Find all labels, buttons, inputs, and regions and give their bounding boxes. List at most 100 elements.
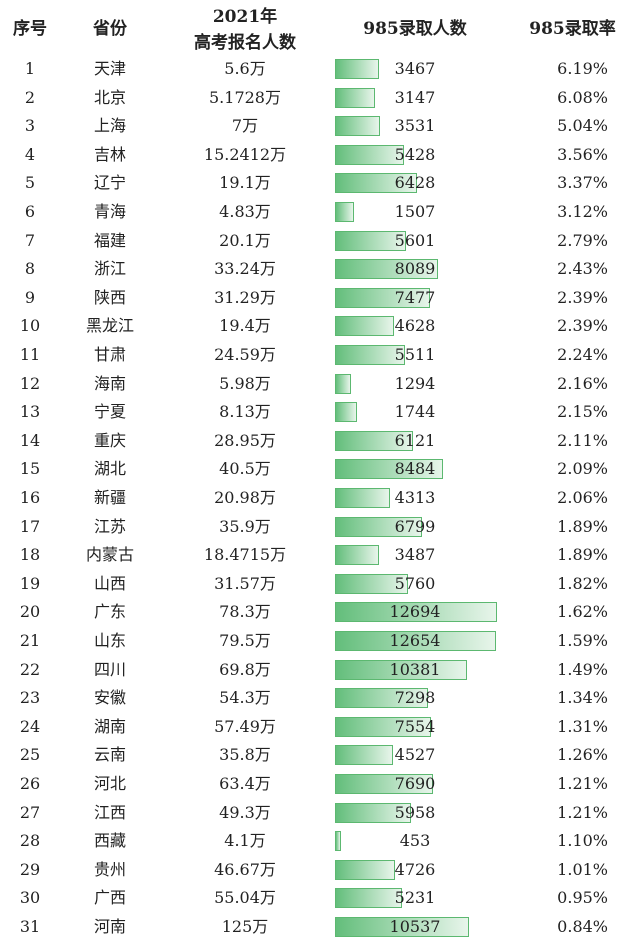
rate: 2.24%: [557, 345, 608, 364]
row-index: 20: [19, 602, 41, 622]
row-index: 30: [19, 888, 41, 908]
data-bar: [335, 116, 381, 137]
row-index: 14: [19, 430, 41, 450]
applicants: 54.3万: [219, 688, 271, 708]
admitted: 1744: [394, 402, 436, 422]
province: 广西: [93, 888, 126, 908]
rate: 1.34%: [557, 688, 608, 708]
applicants: 5.98万: [219, 373, 271, 393]
admitted: 4527: [394, 745, 436, 765]
data-bar: [335, 144, 405, 165]
admitted: 7690: [394, 774, 436, 793]
row-index: 28: [19, 831, 41, 851]
rate: 2.39%: [557, 287, 608, 307]
province: 重庆: [93, 430, 126, 450]
admitted: 6121: [394, 430, 436, 450]
applicants: 55.04万: [214, 888, 276, 908]
province: 江西: [93, 802, 126, 822]
row-index: 12: [19, 373, 41, 393]
rate: 2.43%: [557, 259, 608, 279]
data-bar: [335, 888, 402, 909]
rate: 1.89%: [557, 545, 608, 565]
province: 西藏: [93, 831, 126, 851]
data-bar: [335, 802, 411, 823]
data-bar: [335, 316, 394, 337]
province: 河北: [93, 774, 126, 793]
row-index: 4: [24, 144, 36, 164]
header-year: 2021年: [212, 7, 278, 27]
row-index: 11: [19, 345, 41, 364]
row-index: 24: [19, 716, 41, 736]
applicants: 15.2412万: [203, 144, 287, 164]
province: 湖北: [93, 459, 126, 479]
header-admitted: 985录取人数: [363, 19, 467, 39]
header-province: 省份: [93, 19, 127, 39]
data-bar: [335, 230, 407, 251]
rate: 2.79%: [557, 230, 608, 250]
row-index: 2: [24, 87, 36, 107]
rate: 2.11%: [557, 430, 608, 450]
row-index: 8: [24, 259, 36, 279]
data-bar: [335, 859, 396, 880]
header-index: 序号: [13, 19, 47, 39]
province: 陕西: [93, 287, 126, 307]
data-bar: [335, 287, 431, 308]
rate: 3.56%: [557, 144, 608, 164]
admitted: 6428: [394, 173, 436, 193]
row-index: 3: [24, 116, 36, 136]
province: 甘肃: [93, 345, 126, 364]
header-rate: 985录取率: [529, 19, 616, 39]
applicants: 20.98万: [214, 488, 276, 507]
data-bar: [335, 688, 429, 709]
rate: 2.09%: [557, 459, 608, 479]
row-index: 6: [24, 202, 36, 221]
row-index: 5: [24, 173, 36, 193]
applicants: 35.8万: [219, 745, 271, 765]
admitted: 12654: [389, 631, 441, 650]
row-index: 16: [19, 488, 41, 507]
rate: 2.06%: [557, 488, 608, 507]
admitted: 7477: [394, 287, 436, 307]
data-bar: [335, 430, 414, 451]
province: 宁夏: [93, 402, 126, 422]
row-index: 15: [19, 459, 41, 479]
rate: 1.26%: [557, 745, 608, 765]
province: 福建: [93, 230, 126, 250]
rate: 5.04%: [557, 116, 608, 136]
province: 北京: [93, 87, 126, 107]
row-index: 19: [19, 573, 41, 593]
applicants: 24.59万: [214, 345, 276, 364]
applicants: 19.1万: [219, 173, 271, 193]
admitted: 7554: [394, 716, 436, 736]
province: 贵州: [93, 859, 126, 879]
admitted: 4726: [394, 859, 436, 879]
rate: 0.95%: [557, 888, 608, 908]
row-index: 25: [19, 745, 41, 765]
row-index: 23: [19, 688, 41, 708]
data-bar: [335, 202, 355, 222]
province: 黑龙江: [85, 316, 134, 336]
applicants: 8.13万: [219, 402, 271, 422]
applicants: 35.9万: [219, 516, 271, 536]
province: 海南: [93, 373, 126, 393]
applicants: 69.8万: [219, 659, 271, 679]
data-bar: [335, 373, 352, 394]
data-bar: [335, 573, 409, 594]
row-index: 9: [24, 287, 36, 307]
data-bar: [335, 87, 376, 108]
row-index: 29: [19, 859, 41, 879]
province: 云南: [93, 745, 126, 765]
header-applicants: 高考报名人数: [194, 33, 296, 53]
admitted: 3531: [394, 116, 436, 136]
applicants: 49.3万: [219, 802, 271, 822]
data-bar: [335, 716, 432, 737]
rate: 6.19%: [557, 59, 608, 78]
data-bar: [335, 345, 406, 365]
applicants: 5.6万: [224, 59, 266, 78]
row-index: 21: [19, 631, 41, 650]
data-bar: [335, 774, 434, 794]
row-index: 22: [19, 659, 41, 679]
admitted: 10381: [389, 659, 441, 679]
admitted: 3487: [394, 545, 436, 565]
